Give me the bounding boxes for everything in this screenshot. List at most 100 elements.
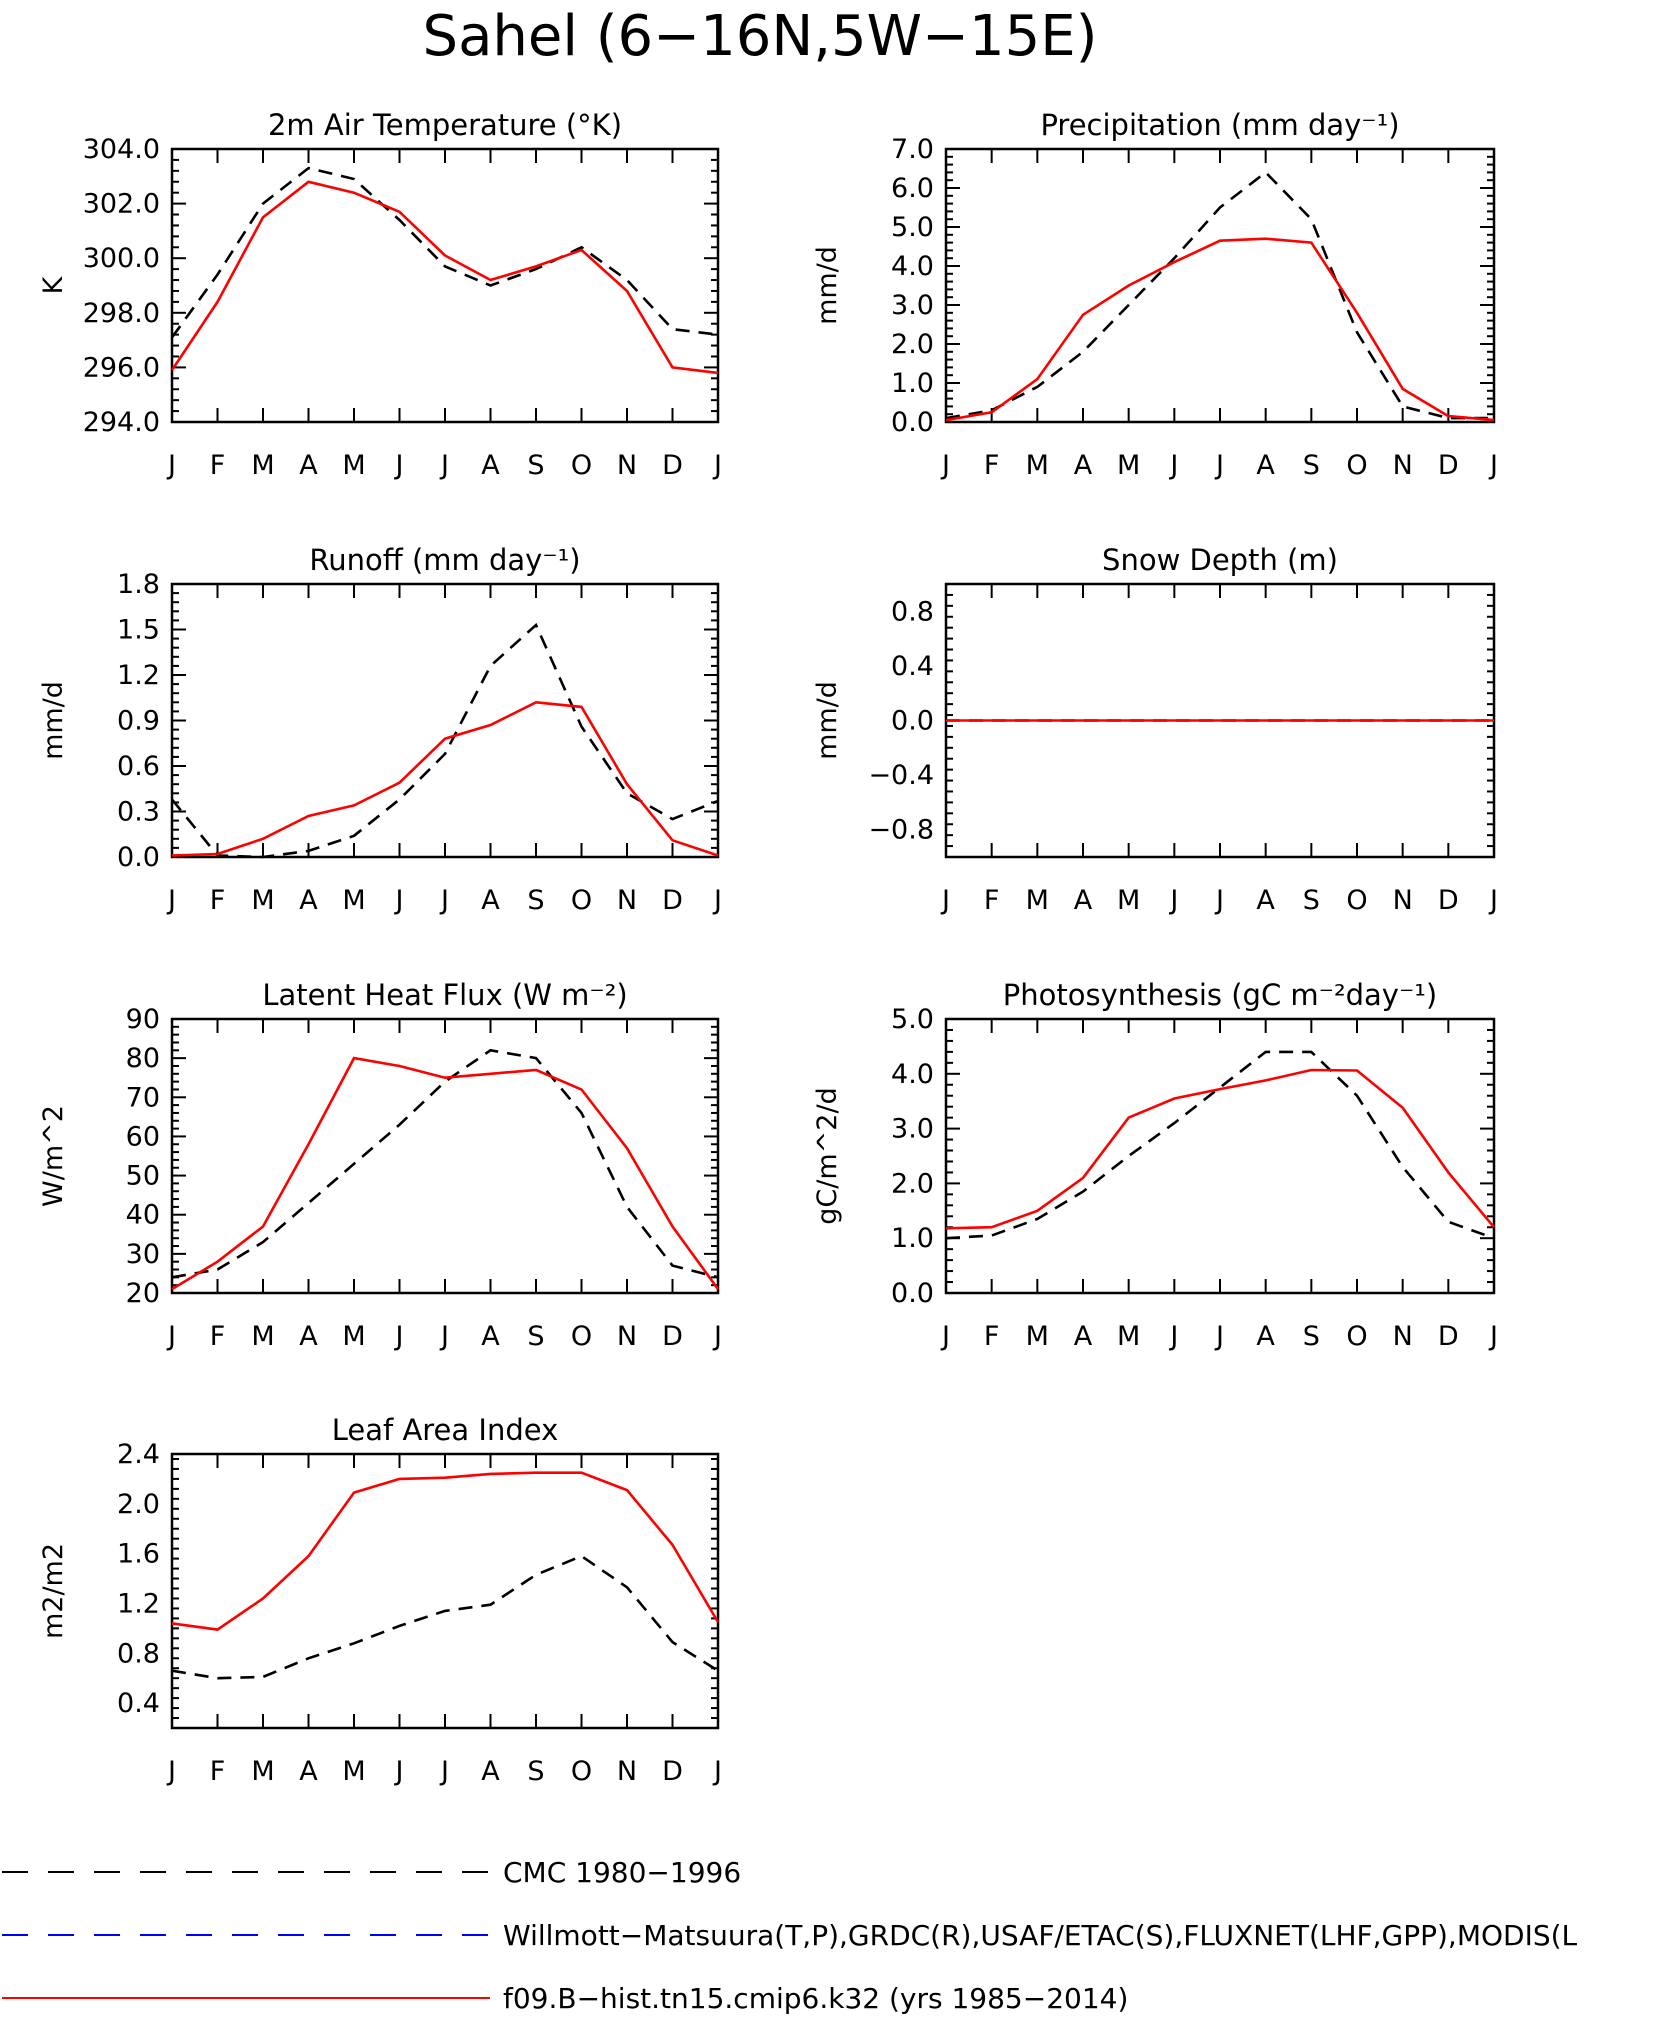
legend-label-obs: Willmott−Matsuura(T,P),GRDC(R),USAF/ETAC… <box>503 1919 1578 1952</box>
y-tick-label: 0.8 <box>891 596 934 627</box>
x-tick-label: D <box>662 450 683 481</box>
y-tick-label: 40 <box>126 1200 160 1231</box>
x-tick-label: S <box>527 1321 544 1352</box>
y-tick-label: 6.0 <box>891 173 934 204</box>
legend-label-cmc: CMC 1980−1996 <box>503 1856 741 1889</box>
y-tick-label: 60 <box>126 1121 160 1152</box>
x-tick-label: O <box>571 450 592 481</box>
plot-frame <box>170 147 720 424</box>
x-tick-label: J <box>940 1321 950 1352</box>
y-tick-label: 2.0 <box>891 329 934 360</box>
y-tick-label: 5.0 <box>891 212 934 243</box>
y-axis-label: mm/d <box>38 681 69 760</box>
y-tick-label: 5.0 <box>891 1004 934 1035</box>
x-tick-label: N <box>617 450 637 481</box>
y-tick-label: 0.8 <box>117 1638 160 1669</box>
panels: 2m Air Temperature (°K) K 294.0 296.0 298.0 3… <box>38 108 1498 1787</box>
x-tick-label: J <box>166 885 176 916</box>
y-axis-label: mm/d <box>812 681 843 760</box>
x-tick-label: O <box>571 1756 592 1787</box>
x-tick-label: A <box>1256 1321 1275 1352</box>
x-tick-label: M <box>1117 1321 1140 1352</box>
x-tick-label: D <box>662 1756 683 1787</box>
x-tick-label: A <box>481 1756 500 1787</box>
y-tick-label: 70 <box>126 1082 160 1113</box>
y-axis-label: K <box>38 275 69 294</box>
x-tick-label: J <box>1214 1321 1224 1352</box>
y-tick-label: 1.0 <box>891 368 934 399</box>
x-tick-label: O <box>1346 1321 1367 1352</box>
chart-panel-2: Runoff (mm day⁻¹) mm/d 0.0 0.3 0.6 0.9 1.2 1.5 1… <box>38 543 722 916</box>
y-tick-label: 302.0 <box>83 189 160 220</box>
x-tick-label: O <box>1346 450 1367 481</box>
x-tick-label: F <box>984 885 1000 916</box>
chart-panel-3: Snow Depth (m)mm/d−0.8−0.40.00.40.8J F M A M… <box>812 543 1498 916</box>
y-tick-label: 80 <box>126 1043 160 1074</box>
x-tick-label: J <box>1488 885 1498 916</box>
legend-label-model: f09.B−hist.tn15.cmip6.k32 (yrs 1985−2014… <box>503 1982 1128 2015</box>
x-tick-label: D <box>662 1321 683 1352</box>
x-tick-label: M <box>342 1756 365 1787</box>
x-tick-label: A <box>1074 885 1093 916</box>
panel-title: Snow Depth (m) <box>1102 543 1338 577</box>
x-tick-label: S <box>527 1756 544 1787</box>
x-tick-label: M <box>251 1321 274 1352</box>
x-tick-label: M <box>1117 450 1140 481</box>
x-tick-label: N <box>617 1321 637 1352</box>
y-tick-label: −0.4 <box>868 760 934 791</box>
x-tick-label: J <box>940 885 950 916</box>
x-tick-label: A <box>299 1756 318 1787</box>
chart-panel-6: Leaf Area Index m2/m2 0.4 0.8 1.2 1.6 2.0 2.4 J F… <box>38 1413 722 1787</box>
y-tick-label: 0.0 <box>891 706 934 737</box>
x-tick-label: A <box>1256 885 1275 916</box>
series-line-model <box>171 700 719 857</box>
y-tick-label: 1.8 <box>117 569 160 600</box>
y-tick-label: 3.0 <box>891 290 934 321</box>
x-tick-label: M <box>1026 885 1049 916</box>
x-tick-label: J <box>166 450 176 481</box>
series-line-model <box>945 237 1495 422</box>
plot-frame <box>944 1017 1496 1295</box>
y-tick-label: 1.6 <box>117 1539 160 1570</box>
y-tick-label: 296.0 <box>83 352 160 383</box>
series-line-cmc <box>170 622 719 859</box>
x-tick-label: A <box>481 1321 500 1352</box>
chart-panel-1: Precipitation (mm day⁻¹) mm/d 0.0 1.0 2.0 3.0… <box>812 108 1498 481</box>
series-line-cmc <box>170 166 719 339</box>
y-tick-label: 3.0 <box>891 1114 934 1145</box>
y-tick-label: 0.4 <box>117 1688 160 1719</box>
x-tick-label: D <box>1438 450 1459 481</box>
legend: CMC 1980−1996 Willmott−Matsuura(T,P),GRD… <box>2 1856 1578 2015</box>
y-axis-label: mm/d <box>812 246 843 325</box>
x-tick-label: O <box>571 885 592 916</box>
y-tick-label: 294.0 <box>83 407 160 438</box>
y-tick-label: 1.5 <box>117 615 160 646</box>
y-tick-label: 0.0 <box>117 842 160 873</box>
y-tick-label: 7.0 <box>891 134 934 165</box>
series-line-model <box>171 1056 720 1291</box>
x-tick-label: A <box>481 450 500 481</box>
x-tick-label: N <box>617 885 637 916</box>
y-tick-label: 2.0 <box>891 1168 934 1199</box>
x-tick-label: A <box>481 885 500 916</box>
x-tick-label: F <box>984 450 1000 481</box>
y-tick-label: 1.2 <box>117 660 160 691</box>
y-tick-label: 4.0 <box>891 1059 934 1090</box>
x-tick-label: M <box>251 1756 274 1787</box>
series-line-model <box>945 1068 1495 1230</box>
panel-title: Photosynthesis (gC m⁻²day⁻¹) <box>1003 978 1437 1012</box>
x-tick-label: S <box>1303 885 1320 916</box>
panel-title: Latent Heat Flux (W m⁻²) <box>262 978 627 1012</box>
series-line-model <box>170 180 719 375</box>
x-tick-label: A <box>299 1321 318 1352</box>
y-tick-label: 298.0 <box>83 298 160 329</box>
y-tick-label: 0.0 <box>891 1278 934 1309</box>
x-tick-label: J <box>394 450 404 481</box>
x-tick-label: J <box>439 450 449 481</box>
plot-frame <box>944 147 1496 424</box>
x-tick-label: J <box>1214 450 1224 481</box>
x-tick-label: A <box>299 885 318 916</box>
x-tick-label: O <box>1346 885 1367 916</box>
figure-title: Sahel (6−16N,5W−15E) <box>423 4 1098 69</box>
y-axis-label: W/m^2 <box>38 1105 69 1207</box>
